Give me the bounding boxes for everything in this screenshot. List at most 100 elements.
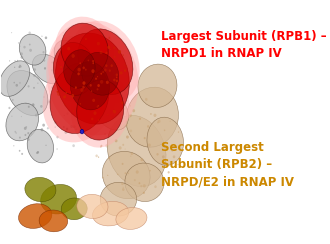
Ellipse shape [64, 131, 67, 134]
Ellipse shape [66, 112, 69, 115]
Ellipse shape [15, 131, 16, 133]
Ellipse shape [116, 208, 147, 229]
Ellipse shape [140, 185, 142, 187]
Ellipse shape [92, 60, 94, 62]
Ellipse shape [72, 96, 73, 98]
Ellipse shape [72, 54, 75, 58]
Ellipse shape [106, 52, 108, 54]
Ellipse shape [134, 179, 136, 181]
Ellipse shape [91, 118, 93, 120]
Ellipse shape [85, 69, 87, 71]
Ellipse shape [124, 172, 126, 174]
Ellipse shape [101, 145, 102, 147]
Ellipse shape [11, 116, 13, 117]
Ellipse shape [119, 146, 122, 150]
Ellipse shape [98, 120, 99, 121]
Ellipse shape [178, 164, 179, 165]
Ellipse shape [33, 87, 35, 89]
Ellipse shape [42, 124, 45, 127]
Ellipse shape [100, 51, 103, 54]
Ellipse shape [157, 122, 159, 123]
Ellipse shape [36, 152, 38, 154]
Ellipse shape [75, 100, 77, 102]
Ellipse shape [132, 109, 135, 112]
Ellipse shape [156, 153, 159, 156]
Ellipse shape [121, 102, 123, 104]
Ellipse shape [37, 82, 39, 84]
Ellipse shape [105, 64, 108, 67]
Ellipse shape [80, 130, 84, 134]
Ellipse shape [130, 130, 132, 132]
Ellipse shape [147, 117, 183, 165]
Ellipse shape [20, 52, 23, 55]
Ellipse shape [125, 148, 126, 150]
Ellipse shape [76, 91, 77, 92]
Ellipse shape [55, 33, 129, 124]
Ellipse shape [57, 92, 60, 96]
Ellipse shape [168, 171, 170, 173]
Ellipse shape [19, 82, 21, 84]
Ellipse shape [115, 73, 118, 76]
Ellipse shape [28, 85, 30, 87]
Ellipse shape [82, 81, 85, 85]
Ellipse shape [34, 68, 36, 71]
Ellipse shape [82, 66, 85, 69]
Ellipse shape [126, 87, 179, 147]
Ellipse shape [97, 88, 98, 91]
Ellipse shape [89, 84, 92, 87]
Ellipse shape [93, 90, 128, 130]
Ellipse shape [73, 110, 74, 112]
Ellipse shape [32, 54, 64, 84]
Ellipse shape [62, 32, 64, 33]
Ellipse shape [141, 158, 143, 161]
Ellipse shape [18, 66, 20, 68]
Ellipse shape [29, 44, 31, 45]
Ellipse shape [33, 74, 36, 77]
Ellipse shape [97, 105, 99, 108]
Ellipse shape [122, 163, 123, 165]
Ellipse shape [27, 129, 53, 163]
Ellipse shape [115, 139, 117, 142]
Ellipse shape [153, 114, 156, 117]
Ellipse shape [80, 62, 81, 64]
Ellipse shape [66, 128, 68, 130]
Ellipse shape [98, 156, 99, 158]
Ellipse shape [17, 60, 18, 61]
Ellipse shape [138, 64, 177, 108]
Ellipse shape [116, 77, 117, 78]
Ellipse shape [19, 137, 21, 139]
Ellipse shape [124, 69, 126, 72]
Ellipse shape [47, 127, 49, 129]
Ellipse shape [108, 37, 110, 39]
Ellipse shape [23, 46, 26, 49]
Ellipse shape [129, 105, 131, 107]
Ellipse shape [18, 42, 19, 44]
Ellipse shape [13, 145, 15, 146]
Ellipse shape [143, 192, 145, 194]
Ellipse shape [82, 86, 85, 89]
Ellipse shape [123, 187, 124, 188]
Ellipse shape [92, 99, 95, 102]
Ellipse shape [126, 135, 129, 139]
Ellipse shape [105, 144, 108, 147]
Ellipse shape [125, 163, 164, 202]
Text: Second Largest
Subunit (RPB2) –
NRPD/E2 in RNAP IV: Second Largest Subunit (RPB2) – NRPD/E2 … [161, 141, 294, 188]
Ellipse shape [104, 69, 107, 72]
Ellipse shape [66, 43, 68, 45]
Ellipse shape [71, 72, 130, 148]
Ellipse shape [19, 34, 46, 65]
Ellipse shape [139, 118, 141, 120]
Ellipse shape [149, 170, 151, 172]
Ellipse shape [75, 86, 77, 89]
Ellipse shape [87, 60, 89, 61]
Ellipse shape [50, 62, 109, 133]
Ellipse shape [25, 177, 56, 202]
Ellipse shape [61, 23, 108, 76]
Ellipse shape [19, 45, 20, 47]
Ellipse shape [8, 107, 11, 109]
Ellipse shape [107, 114, 109, 115]
Ellipse shape [64, 46, 66, 48]
Ellipse shape [130, 155, 131, 157]
Ellipse shape [20, 65, 22, 68]
Ellipse shape [27, 138, 30, 141]
